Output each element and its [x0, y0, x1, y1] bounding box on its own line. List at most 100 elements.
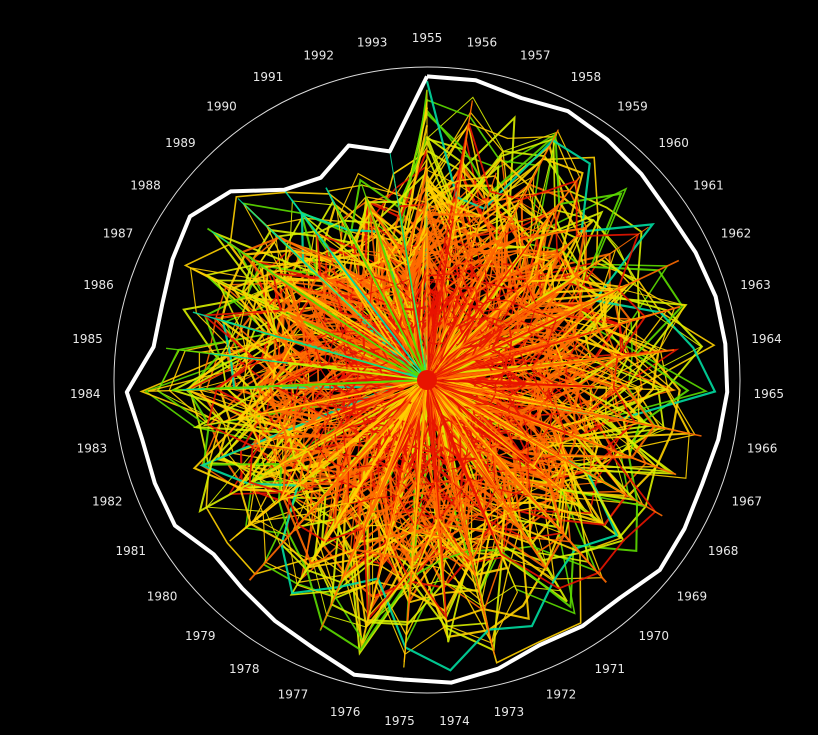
- series-line: [185, 125, 691, 630]
- year-label-1982: 1982: [92, 494, 123, 508]
- series-spoke: [236, 379, 428, 420]
- series-line: [270, 265, 566, 529]
- year-label-1976: 1976: [330, 705, 361, 719]
- year-label-1992: 1992: [303, 49, 334, 63]
- series-spoke: [426, 218, 455, 381]
- series-line: [310, 258, 558, 511]
- year-label-1959: 1959: [617, 100, 648, 114]
- series-spoke: [426, 379, 546, 567]
- series-line: [309, 238, 558, 501]
- series-line: [242, 157, 627, 604]
- year-label-1979: 1979: [185, 629, 216, 643]
- year-label-1966: 1966: [747, 441, 778, 455]
- year-labels: 1955 1956 1957 1958 1959 1960 1961 1962 1963 1964…: [70, 31, 784, 728]
- year-label-1985: 1985: [72, 332, 103, 346]
- series-lines: [139, 80, 717, 672]
- series-spoke: [426, 315, 562, 381]
- series-spoke: [290, 199, 428, 381]
- year-label-1969: 1969: [677, 589, 708, 603]
- series-line: [318, 273, 554, 521]
- series-spoke: [426, 379, 589, 388]
- year-label-1957: 1957: [520, 49, 551, 63]
- center-cluster: [417, 370, 437, 390]
- series-spoke: [192, 311, 428, 381]
- radial-line-chart: 1955 1956 1957 1958 1959 1960 1961 1962 1963 1964…: [70, 31, 784, 728]
- year-label-1983: 1983: [77, 441, 108, 455]
- series-spoke: [401, 379, 428, 480]
- series-spoke: [286, 379, 428, 387]
- series-spoke: [287, 362, 428, 381]
- series-line: [307, 252, 548, 509]
- series-line: [170, 136, 688, 626]
- series-spoke: [237, 198, 428, 381]
- series-spoke: [262, 379, 428, 476]
- series-spoke: [426, 172, 497, 381]
- series-spoke: [324, 331, 428, 381]
- series-spoke: [426, 332, 592, 381]
- series-spoke: [389, 151, 428, 381]
- series-spoke: [426, 379, 437, 482]
- series-spoke: [426, 129, 559, 381]
- outer-grid-circle: [113, 66, 741, 694]
- series-spoke: [382, 295, 428, 381]
- year-label-1967: 1967: [732, 494, 763, 508]
- year-label-1973: 1973: [494, 705, 525, 719]
- year-label-1965: 1965: [753, 387, 784, 401]
- series-line: [220, 184, 660, 613]
- year-label-1975: 1975: [384, 714, 415, 728]
- series-line: [328, 284, 528, 473]
- series-spoke: [426, 241, 532, 381]
- year-label-1977: 1977: [278, 688, 309, 702]
- year-label-1991: 1991: [253, 70, 284, 84]
- series-spoke: [426, 231, 582, 381]
- series-line: [245, 175, 640, 585]
- series-line: [239, 159, 644, 563]
- year-label-1981: 1981: [116, 544, 147, 558]
- year-label-1955: 1955: [412, 31, 443, 45]
- year-label-1963: 1963: [740, 278, 771, 292]
- year-label-1972: 1972: [546, 688, 577, 702]
- year-label-1986: 1986: [83, 278, 114, 292]
- year-label-1984: 1984: [70, 387, 101, 401]
- series-spoke: [426, 379, 496, 656]
- series-spoke: [329, 379, 428, 608]
- series-spoke: [410, 379, 428, 573]
- series-spoke: [227, 242, 428, 381]
- series-line: [256, 234, 591, 538]
- year-label-1962: 1962: [721, 226, 752, 240]
- year-label-1971: 1971: [595, 662, 626, 676]
- series-spoke: [426, 349, 675, 381]
- envelope-line: [124, 74, 730, 685]
- series-spoke: [321, 379, 428, 546]
- year-label-1970: 1970: [639, 629, 670, 643]
- series-line: [365, 323, 494, 448]
- series-line: [189, 124, 690, 656]
- series-spoke: [375, 229, 428, 381]
- year-label-1968: 1968: [708, 544, 739, 558]
- year-label-1978: 1978: [229, 662, 260, 676]
- series-spoke: [235, 379, 428, 537]
- series-line: [285, 230, 578, 537]
- year-label-1956: 1956: [467, 35, 498, 49]
- year-label-1958: 1958: [571, 70, 602, 84]
- year-label-1964: 1964: [751, 332, 782, 346]
- year-label-1980: 1980: [147, 589, 178, 603]
- year-label-1961: 1961: [693, 179, 724, 193]
- year-label-1974: 1974: [439, 714, 470, 728]
- series-spoke: [426, 325, 506, 381]
- series-spoke: [426, 379, 530, 465]
- series-spoke: [426, 379, 495, 537]
- series-spoke: [426, 379, 569, 435]
- year-label-1960: 1960: [658, 136, 689, 150]
- series-spoke: [426, 379, 608, 485]
- year-label-1989: 1989: [165, 136, 196, 150]
- series-line: [342, 299, 507, 454]
- series-spoke: [426, 379, 629, 422]
- series-spoke: [322, 379, 428, 498]
- year-label-1987: 1987: [103, 226, 134, 240]
- series-spoke: [426, 379, 563, 534]
- year-label-1990: 1990: [206, 100, 237, 114]
- year-label-1993: 1993: [357, 35, 388, 49]
- year-label-1988: 1988: [130, 179, 161, 193]
